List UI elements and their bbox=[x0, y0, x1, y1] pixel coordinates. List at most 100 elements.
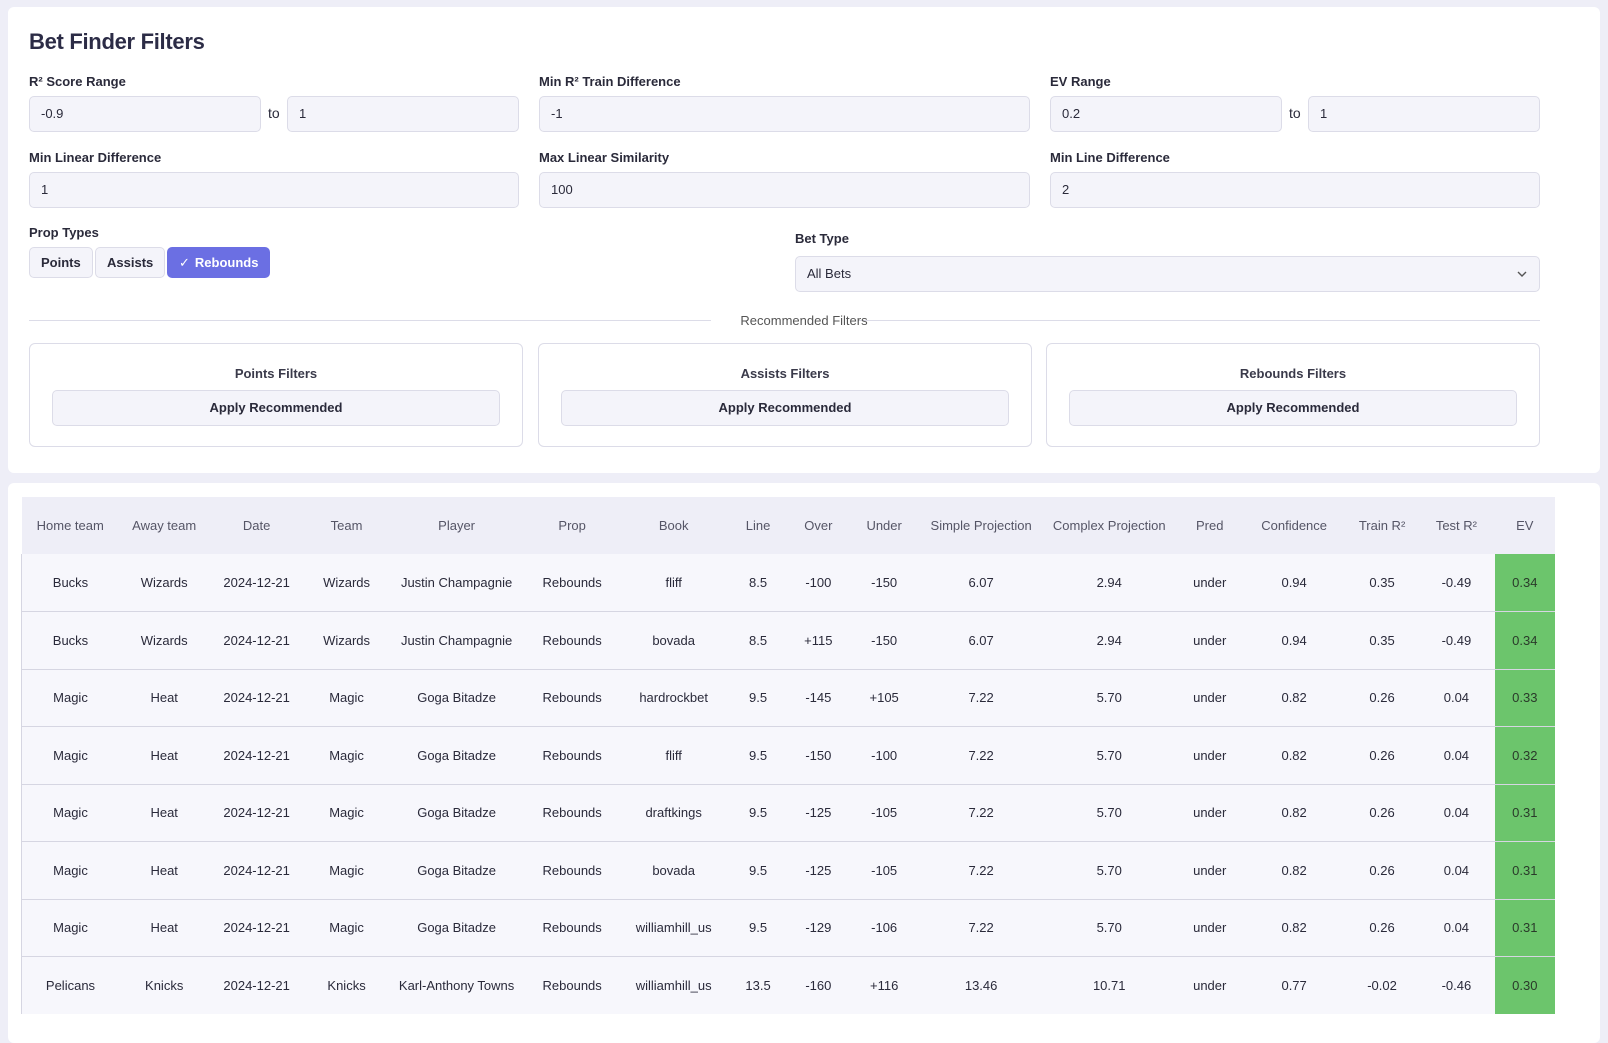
table-cell: +105 bbox=[847, 669, 921, 727]
ev-cell: 0.31 bbox=[1494, 841, 1555, 899]
table-cell: 0.04 bbox=[1418, 784, 1495, 842]
table-cell: 2024-12-21 bbox=[209, 899, 304, 957]
table-cell: 0.04 bbox=[1418, 899, 1495, 957]
apply-recommended-rebounds-button[interactable]: Apply Recommended bbox=[1069, 390, 1517, 426]
check-icon: ✓ bbox=[179, 255, 190, 270]
table-cell: 0.26 bbox=[1345, 899, 1419, 957]
column-header[interactable]: Team bbox=[330, 518, 363, 533]
column-header[interactable]: Date bbox=[242, 518, 271, 533]
table-cell: fliff bbox=[620, 726, 727, 784]
bet-type-select[interactable]: All Bets bbox=[795, 256, 1540, 292]
min-r2-train-diff-input[interactable]: -1 bbox=[539, 96, 1030, 132]
prop-types-label: Prop Types bbox=[29, 225, 99, 240]
table-row[interactable]: Magic Heat 2024-12-21 Magic Goga Bitadze Rebo… bbox=[21, 841, 1555, 899]
column-header[interactable]: Simple Projection bbox=[930, 518, 1032, 533]
ev-range-separator: to bbox=[1289, 105, 1301, 121]
table-cell: Rebounds bbox=[523, 611, 621, 669]
column-header[interactable]: Home team bbox=[36, 518, 104, 533]
column-header[interactable]: Over bbox=[804, 518, 833, 533]
table-cell: 5.70 bbox=[1041, 784, 1178, 842]
results-panel: Home team Away team Date Team Player Prop Book… bbox=[8, 483, 1600, 1043]
column-header[interactable]: Confidence bbox=[1261, 518, 1328, 533]
table-cell: under bbox=[1177, 956, 1243, 1014]
table-cell: -0.49 bbox=[1418, 611, 1495, 669]
table-cell: -0.49 bbox=[1418, 554, 1495, 612]
table-row[interactable]: Magic Heat 2024-12-21 Magic Goga Bitadze Rebo… bbox=[21, 726, 1555, 784]
table-cell: 7.22 bbox=[920, 841, 1042, 899]
table-cell: Pelicans bbox=[21, 956, 119, 1014]
column-header[interactable]: Train R² bbox=[1358, 518, 1406, 533]
table-cell: Magic bbox=[303, 899, 390, 957]
table-cell: 2024-12-21 bbox=[209, 956, 304, 1014]
max-linear-sim-input[interactable]: 100 bbox=[539, 172, 1030, 208]
min-line-diff-label: Min Line Difference bbox=[1050, 150, 1170, 165]
column-header[interactable]: Test R² bbox=[1435, 518, 1477, 533]
table-cell: -0.46 bbox=[1418, 956, 1495, 1014]
column-header[interactable]: EV bbox=[1516, 518, 1534, 533]
column-header[interactable]: Under bbox=[866, 518, 902, 533]
table-cell: 8.5 bbox=[726, 554, 790, 612]
prop-type-label: Assists bbox=[107, 255, 154, 270]
ev-cell: 0.30 bbox=[1494, 956, 1555, 1014]
column-header[interactable]: Book bbox=[658, 518, 689, 533]
column-header[interactable]: Complex Projection bbox=[1052, 518, 1166, 533]
table-row[interactable]: Magic Heat 2024-12-21 Magic Goga Bitadze Rebo… bbox=[21, 669, 1555, 727]
recommended-filters-heading: Recommended Filters bbox=[740, 313, 868, 328]
table-cell: under bbox=[1177, 726, 1243, 784]
table-cell: 0.82 bbox=[1242, 669, 1346, 727]
table-cell: 6.07 bbox=[920, 611, 1042, 669]
table-cell: -100 bbox=[847, 726, 921, 784]
table-cell: 0.82 bbox=[1242, 726, 1346, 784]
prop-type-points-button[interactable]: Points bbox=[29, 247, 93, 278]
column-header[interactable]: Away team bbox=[132, 518, 197, 533]
bet-type-value: All Bets bbox=[807, 266, 852, 281]
table-cell: Magic bbox=[21, 726, 119, 784]
table-cell: under bbox=[1177, 841, 1243, 899]
table-cell: 0.82 bbox=[1242, 841, 1346, 899]
min-line-diff-input[interactable]: 2 bbox=[1050, 172, 1540, 208]
table-cell: 0.04 bbox=[1418, 841, 1495, 899]
table-cell: 13.5 bbox=[726, 956, 790, 1014]
table-cell: Bucks bbox=[21, 554, 119, 612]
column-header[interactable]: Line bbox=[745, 518, 771, 533]
table-cell: 5.70 bbox=[1041, 841, 1178, 899]
table-cell: -125 bbox=[789, 841, 848, 899]
table-cell: +116 bbox=[847, 956, 921, 1014]
prop-type-assists-button[interactable]: Assists bbox=[95, 247, 166, 278]
table-cell: Magic bbox=[21, 841, 119, 899]
apply-recommended-points-button[interactable]: Apply Recommended bbox=[52, 390, 500, 426]
table-cell: Goga Bitadze bbox=[389, 669, 524, 727]
ev-min-input[interactable]: 0.2 bbox=[1050, 96, 1282, 132]
table-cell: Heat bbox=[118, 784, 210, 842]
table-cell: 0.26 bbox=[1345, 841, 1419, 899]
table-cell: 0.26 bbox=[1345, 726, 1419, 784]
min-linear-diff-input[interactable]: 1 bbox=[29, 172, 519, 208]
table-cell: Goga Bitadze bbox=[389, 726, 524, 784]
points-filters-card: Points Filters Apply Recommended bbox=[29, 343, 523, 447]
table-cell: hardrockbet bbox=[620, 669, 727, 727]
column-header[interactable]: Prop bbox=[558, 518, 586, 533]
divider-left bbox=[29, 320, 711, 321]
r2-min-input[interactable]: -0.9 bbox=[29, 96, 261, 132]
table-cell: Goga Bitadze bbox=[389, 899, 524, 957]
table-row[interactable]: Pelicans Knicks 2024-12-21 Knicks Karl-Antho… bbox=[21, 956, 1555, 1014]
table-row[interactable]: Bucks Wizards 2024-12-21 Wizards Justin Cham… bbox=[21, 554, 1555, 612]
table-cell: Knicks bbox=[303, 956, 390, 1014]
table-cell: 2.94 bbox=[1041, 554, 1178, 612]
table-cell: 2024-12-21 bbox=[209, 784, 304, 842]
prop-type-rebounds-button[interactable]: ✓ Rebounds bbox=[167, 247, 271, 278]
table-row[interactable]: Magic Heat 2024-12-21 Magic Goga Bitadze Rebo… bbox=[21, 784, 1555, 842]
column-header[interactable]: Pred bbox=[1195, 518, 1224, 533]
r2-range-label: R² Score Range bbox=[29, 74, 126, 89]
table-cell: Wizards bbox=[118, 611, 210, 669]
table-row[interactable]: Bucks Wizards 2024-12-21 Wizards Justin Cham… bbox=[21, 611, 1555, 669]
table-cell: 7.22 bbox=[920, 784, 1042, 842]
table-row[interactable]: Magic Heat 2024-12-21 Magic Goga Bitadze Rebo… bbox=[21, 899, 1555, 957]
min-r2-train-diff-label: Min R² Train Difference bbox=[539, 74, 681, 89]
table-cell: 0.26 bbox=[1345, 784, 1419, 842]
apply-recommended-assists-button[interactable]: Apply Recommended bbox=[561, 390, 1009, 426]
r2-max-input[interactable]: 1 bbox=[287, 96, 519, 132]
column-header[interactable]: Player bbox=[438, 518, 476, 533]
ev-cell: 0.32 bbox=[1494, 726, 1555, 784]
ev-max-input[interactable]: 1 bbox=[1308, 96, 1540, 132]
